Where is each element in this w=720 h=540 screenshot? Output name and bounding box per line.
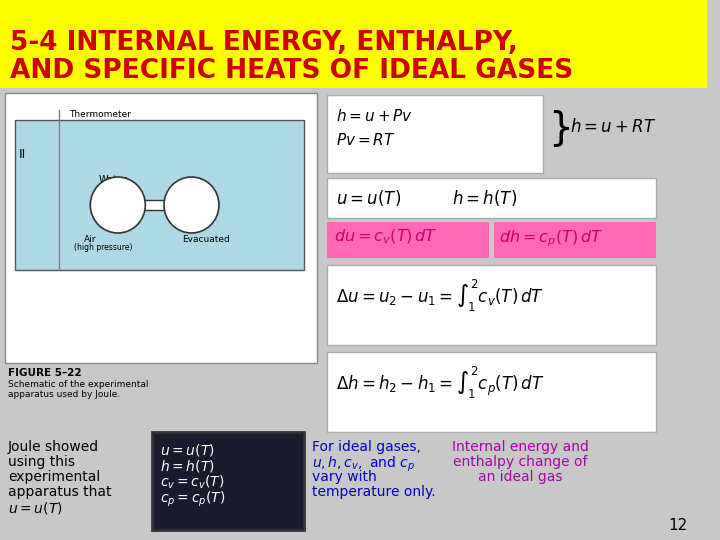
Text: using this: using this xyxy=(8,455,75,469)
Text: $\Delta u = u_2 - u_1 = \int_1^2 c_v(T)\, dT$: $\Delta u = u_2 - u_1 = \int_1^2 c_v(T)\… xyxy=(336,278,544,314)
Text: Evacuated: Evacuated xyxy=(181,235,230,244)
FancyBboxPatch shape xyxy=(327,265,656,345)
Text: $u=u(T)$: $u=u(T)$ xyxy=(8,500,63,516)
Text: experimental: experimental xyxy=(8,470,100,484)
FancyBboxPatch shape xyxy=(327,222,489,258)
Text: Schematic of the experimental: Schematic of the experimental xyxy=(8,380,148,389)
FancyBboxPatch shape xyxy=(327,178,656,218)
FancyBboxPatch shape xyxy=(152,432,305,530)
Circle shape xyxy=(90,177,145,233)
Text: FIGURE 5–22: FIGURE 5–22 xyxy=(8,368,81,378)
Text: Joule showed: Joule showed xyxy=(8,440,99,454)
Text: an ideal gas: an ideal gas xyxy=(478,470,563,484)
Text: II: II xyxy=(19,148,26,161)
Text: $u = u(T)$: $u = u(T)$ xyxy=(160,442,215,458)
Text: $u = u(T)$: $u = u(T)$ xyxy=(336,188,401,208)
Text: vary with: vary with xyxy=(312,470,377,484)
FancyBboxPatch shape xyxy=(144,200,169,210)
Text: $du = c_v(T)\, dT$: $du = c_v(T)\, dT$ xyxy=(334,228,438,246)
Text: $h = u + Pv$: $h = u + Pv$ xyxy=(336,108,413,124)
FancyBboxPatch shape xyxy=(5,93,318,363)
Text: Internal energy and: Internal energy and xyxy=(452,440,589,454)
Text: $u, h, c_v,$ and $c_p$: $u, h, c_v,$ and $c_p$ xyxy=(312,455,415,474)
Text: $dh = c_p(T)\, dT$: $dh = c_p(T)\, dT$ xyxy=(499,228,603,248)
Text: enthalpy change of: enthalpy change of xyxy=(453,455,588,469)
Text: $c_p = c_p(T)$: $c_p = c_p(T)$ xyxy=(160,490,225,509)
Text: 12: 12 xyxy=(668,518,688,533)
FancyBboxPatch shape xyxy=(0,0,707,88)
Text: $\Delta h = h_2 - h_1 = \int_1^2 c_p(T)\, dT$: $\Delta h = h_2 - h_1 = \int_1^2 c_p(T)\… xyxy=(336,365,544,401)
Text: $h = h(T)$: $h = h(T)$ xyxy=(451,188,517,208)
Text: $\}$: $\}$ xyxy=(548,108,570,149)
Text: $h = h(T)$: $h = h(T)$ xyxy=(160,458,215,474)
FancyBboxPatch shape xyxy=(494,222,656,258)
FancyBboxPatch shape xyxy=(0,88,707,540)
FancyBboxPatch shape xyxy=(327,352,656,432)
Text: Air: Air xyxy=(84,235,96,244)
Text: Thermometer: Thermometer xyxy=(68,110,131,119)
Text: $h = u + RT$: $h = u + RT$ xyxy=(570,118,656,136)
Text: Water: Water xyxy=(98,175,127,185)
FancyBboxPatch shape xyxy=(327,95,543,173)
Text: 5-4 INTERNAL ENERGY, ENTHALPY,: 5-4 INTERNAL ENERGY, ENTHALPY, xyxy=(10,30,518,56)
Circle shape xyxy=(164,177,219,233)
Text: For ideal gases,: For ideal gases, xyxy=(312,440,421,454)
Text: (high pressure): (high pressure) xyxy=(73,243,132,252)
Text: temperature only.: temperature only. xyxy=(312,485,436,499)
Text: apparatus that: apparatus that xyxy=(8,485,112,499)
FancyBboxPatch shape xyxy=(14,120,305,270)
Text: $Pv = RT$: $Pv = RT$ xyxy=(336,132,396,148)
Text: apparatus used by Joule.: apparatus used by Joule. xyxy=(8,390,120,399)
Text: AND SPECIFIC HEATS OF IDEAL GASES: AND SPECIFIC HEATS OF IDEAL GASES xyxy=(10,58,573,84)
Text: $c_v = c_v(T)$: $c_v = c_v(T)$ xyxy=(160,474,225,491)
